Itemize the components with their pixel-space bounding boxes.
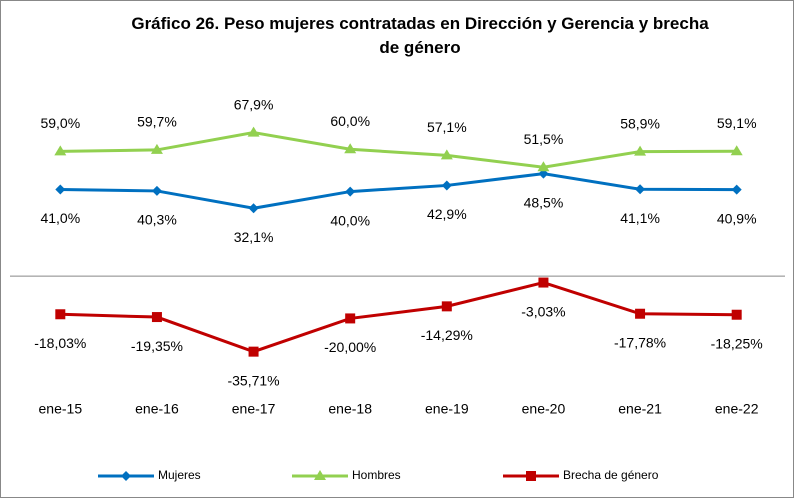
data-label: -18,25% bbox=[711, 335, 763, 351]
data-label: 59,7% bbox=[137, 114, 177, 130]
marker bbox=[441, 301, 452, 312]
legend-label: Mujeres bbox=[158, 468, 201, 482]
data-label: 41,1% bbox=[620, 210, 660, 226]
data-label: 51,5% bbox=[524, 131, 564, 147]
data-label: -3,03% bbox=[521, 303, 565, 319]
marker bbox=[731, 309, 742, 320]
x-tick-label: ene-19 bbox=[425, 401, 469, 417]
marker bbox=[731, 184, 742, 195]
marker bbox=[314, 470, 326, 480]
marker bbox=[526, 471, 536, 481]
marker bbox=[247, 126, 260, 137]
marker bbox=[634, 145, 647, 156]
data-label: 59,1% bbox=[717, 115, 757, 131]
data-label: 57,1% bbox=[427, 119, 467, 135]
x-tick-label: ene-20 bbox=[522, 401, 566, 417]
data-label: 42,9% bbox=[427, 206, 467, 222]
series-line bbox=[60, 172, 737, 210]
data-label: 32,1% bbox=[234, 229, 274, 245]
marker bbox=[441, 180, 452, 191]
marker bbox=[151, 185, 162, 196]
x-tick-label: ene-21 bbox=[618, 401, 662, 417]
data-label: 41,0% bbox=[40, 210, 80, 226]
marker bbox=[538, 277, 549, 288]
legend-label: Brecha de género bbox=[563, 468, 659, 482]
marker bbox=[440, 149, 453, 160]
marker bbox=[248, 346, 259, 357]
marker bbox=[635, 184, 646, 195]
marker bbox=[248, 203, 259, 214]
data-label: -18,03% bbox=[34, 335, 86, 351]
marker bbox=[55, 309, 66, 320]
data-label: 60,0% bbox=[330, 113, 370, 129]
chart-title: Gráfico 26. Peso mujeres contratadas en … bbox=[131, 14, 709, 57]
data-label: 59,0% bbox=[40, 115, 80, 131]
series-line bbox=[60, 131, 737, 169]
data-label: -17,78% bbox=[614, 334, 666, 350]
marker bbox=[345, 313, 356, 324]
data-label: -14,29% bbox=[421, 327, 473, 343]
x-tick-label: ene-16 bbox=[135, 401, 179, 417]
marker bbox=[537, 161, 550, 172]
data-label: 58,9% bbox=[620, 115, 660, 131]
marker bbox=[151, 312, 162, 323]
x-tick-label: ene-22 bbox=[715, 401, 759, 417]
data-label: 67,9% bbox=[234, 96, 274, 112]
x-tick-label: ene-15 bbox=[39, 401, 83, 417]
data-label: 40,0% bbox=[330, 212, 370, 228]
legend-label: Hombres bbox=[352, 468, 401, 482]
marker bbox=[121, 471, 131, 481]
data-label: -35,71% bbox=[227, 372, 279, 388]
marker bbox=[54, 145, 67, 156]
data-label: -20,00% bbox=[324, 339, 376, 355]
x-tick-label: ene-17 bbox=[232, 401, 276, 417]
marker bbox=[730, 145, 743, 156]
data-label: 40,9% bbox=[717, 210, 757, 226]
marker bbox=[344, 143, 357, 154]
marker bbox=[635, 308, 646, 319]
marker bbox=[345, 186, 356, 197]
data-label: 40,3% bbox=[137, 212, 177, 228]
x-tick-label: ene-18 bbox=[328, 401, 372, 417]
data-label: -19,35% bbox=[131, 338, 183, 354]
data-label: 48,5% bbox=[524, 194, 564, 210]
marker bbox=[55, 184, 66, 195]
series-line bbox=[60, 280, 737, 354]
marker bbox=[150, 143, 163, 154]
